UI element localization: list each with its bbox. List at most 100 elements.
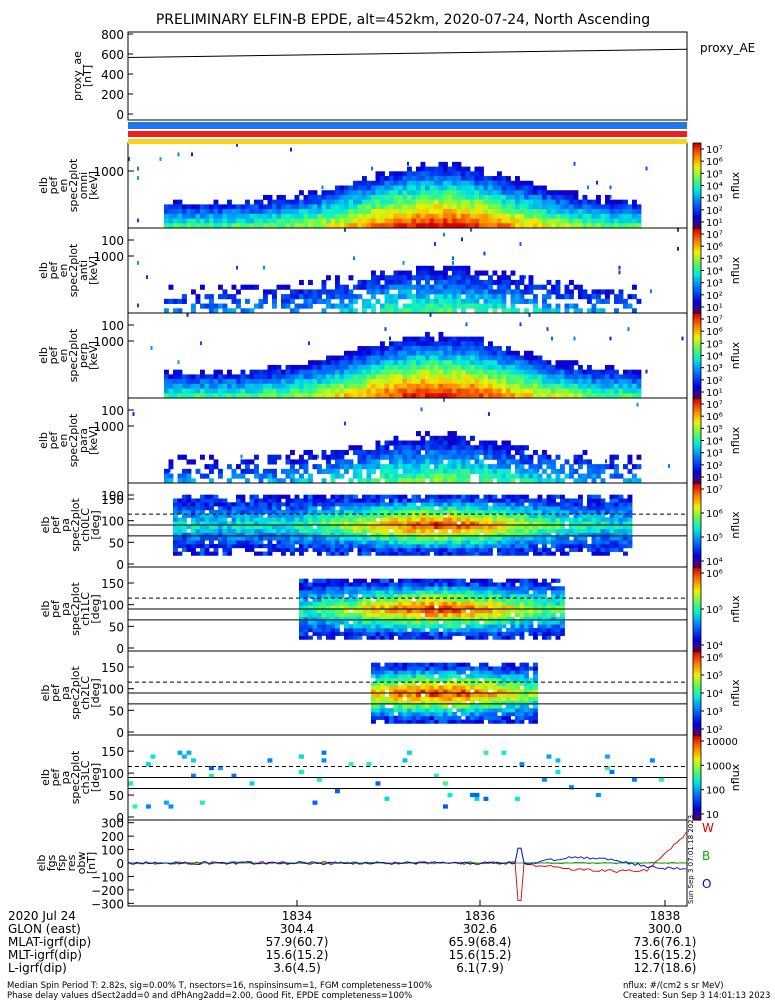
pa-cell — [555, 536, 561, 541]
spectrogram-cell — [344, 194, 349, 201]
spectrogram-cell — [524, 199, 529, 205]
pa-cell — [353, 513, 358, 518]
colorbar-segment — [693, 196, 701, 199]
pa-cell — [339, 509, 345, 515]
spectrogram-cell — [447, 303, 453, 309]
pa-cell — [267, 521, 273, 526]
spectrogram-cell — [245, 383, 250, 389]
spectrogram-cell — [303, 289, 309, 295]
spectrogram-cell — [519, 204, 525, 210]
pa-cell — [582, 532, 588, 537]
spectrogram-cell — [479, 279, 484, 286]
colorbar-segment — [693, 442, 701, 446]
spectrogram-cell — [519, 218, 525, 224]
spectrogram-cell — [564, 194, 570, 201]
spectrogram-cell — [186, 374, 192, 380]
pa-cell — [456, 543, 462, 549]
spectrogram-cell — [380, 388, 385, 394]
spectrogram-cell — [240, 388, 246, 394]
colorbar-segment — [693, 487, 701, 490]
spectrogram-cell — [411, 218, 417, 224]
spectrogram-cell — [636, 298, 642, 304]
pa-cell — [420, 551, 426, 556]
colorbar-tick-label: 10⁵ — [706, 254, 723, 265]
spectrogram-cell — [245, 374, 250, 380]
spectrogram-cell — [506, 459, 511, 465]
pa-cell — [366, 525, 372, 530]
spectrogram-cell — [510, 379, 516, 385]
pa-cell — [344, 635, 349, 640]
spectrogram-cell — [519, 478, 525, 484]
spectrogram-cell — [461, 369, 466, 375]
pa-cell — [240, 540, 246, 545]
pa-cell — [560, 551, 565, 556]
spectrogram-cell — [609, 379, 615, 385]
spectrogram-cell — [456, 383, 462, 389]
pa-cell — [578, 521, 583, 526]
spectrogram-cell — [474, 223, 480, 229]
spectrogram-cell — [483, 454, 489, 460]
spectrogram-cell — [411, 185, 417, 191]
spectrogram-cell — [420, 374, 426, 380]
spectrogram-cell — [470, 388, 475, 394]
spectrogram-cell — [533, 213, 538, 219]
pa-cell — [200, 547, 205, 552]
colorbar-segment — [693, 493, 701, 497]
pa-cell — [591, 517, 597, 522]
spectrogram-cell — [537, 204, 543, 210]
y-tick-label: 200 — [101, 88, 124, 102]
pa-cell — [416, 551, 421, 556]
pa-cell — [438, 551, 444, 556]
spectrogram-cell — [452, 289, 457, 295]
pa-cell — [515, 506, 520, 511]
colorbar-segment — [693, 157, 701, 161]
spectrogram-cell — [461, 388, 466, 394]
pa-cell — [321, 620, 327, 625]
spectrogram-cell — [330, 468, 336, 474]
spectrogram-cell — [533, 284, 538, 290]
sparse-count — [465, 322, 468, 327]
spectrogram-cell — [474, 176, 480, 182]
pa-cell — [344, 586, 349, 591]
pa-cell — [420, 543, 426, 549]
pa-cell — [362, 532, 367, 537]
pa-cell — [605, 506, 610, 511]
spectrogram-cell — [452, 194, 457, 201]
spectrogram-cell — [303, 388, 309, 394]
pa-cell — [281, 528, 286, 533]
pa-cell — [416, 525, 421, 530]
pa-cell — [407, 536, 412, 541]
spectrogram-cell — [546, 478, 552, 484]
spectrogram-cell — [254, 383, 259, 389]
pa-cell — [276, 506, 282, 511]
spectrogram-cell — [326, 468, 331, 474]
spectrogram-cell — [497, 374, 502, 380]
spectrogram-cell — [465, 341, 471, 347]
pa-cell — [195, 513, 201, 518]
spectrogram-cell — [335, 454, 340, 460]
spectrogram-cell — [312, 464, 318, 470]
spectrogram-cell — [443, 374, 448, 380]
pa-cell — [335, 601, 340, 606]
pa-cell — [200, 506, 205, 511]
spectrogram-cell — [398, 308, 403, 314]
spectrogram-cell — [416, 388, 421, 394]
pa-cell — [321, 593, 327, 599]
spectrogram-cell — [420, 464, 426, 470]
pa-cell — [614, 494, 619, 499]
spectrogram-cell — [348, 213, 354, 219]
spectrogram-cell — [411, 190, 417, 196]
pa-cell — [578, 543, 583, 549]
pa-cell — [348, 601, 354, 606]
spectrogram-cell — [357, 478, 363, 484]
spectrogram-cell — [236, 209, 241, 215]
pa-cell — [344, 509, 349, 515]
spectrogram-cell — [357, 393, 363, 399]
pa-cell — [321, 590, 327, 595]
pa-cell — [339, 590, 345, 595]
pa-cell — [348, 597, 354, 602]
pa-cell — [501, 498, 507, 503]
sparse-count — [236, 265, 238, 270]
colorbar-segment — [693, 174, 701, 178]
pa-cell — [182, 532, 187, 537]
